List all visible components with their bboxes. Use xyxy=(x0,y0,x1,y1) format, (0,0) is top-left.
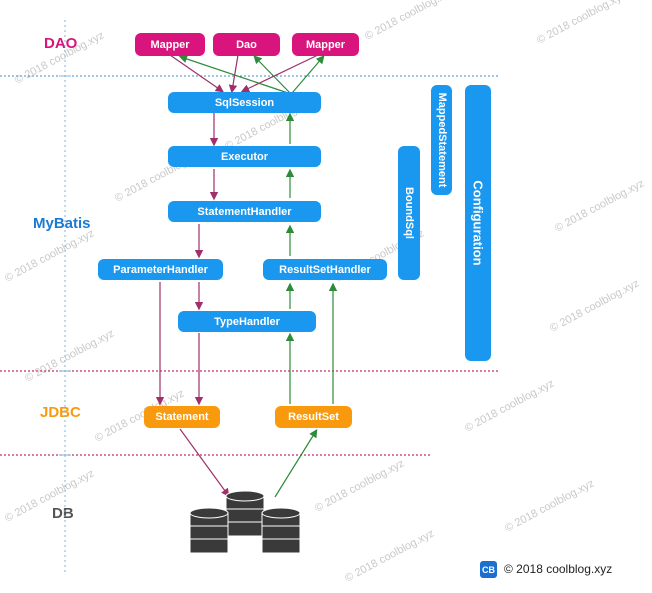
resultset-box: ResultSet xyxy=(275,406,352,428)
mapper-box-right: Mapper xyxy=(292,33,359,56)
arrow-mapper-to-sqlsession xyxy=(169,54,224,93)
configuration-box: Configuration xyxy=(465,85,491,361)
layer-label-dao: DAO xyxy=(44,35,78,52)
arrow-sqlsession-to-mapper xyxy=(291,55,325,94)
copyright-text: © 2018 coolblog.xyz xyxy=(504,562,613,576)
layer-label-db: DB xyxy=(52,505,74,522)
coolblog-logo-icon: CB xyxy=(480,561,497,578)
dao-box: Dao xyxy=(213,33,280,56)
arrow-mapper-to-sqlsession xyxy=(240,54,319,93)
mappedstatement-box: MappedStatement xyxy=(431,85,452,195)
statementhandler-box: StatementHandler xyxy=(168,201,321,222)
db-cylinder xyxy=(189,490,301,554)
sqlsession-box: SqlSession xyxy=(168,92,321,113)
resultsethandler-box: ResultSetHandler xyxy=(263,259,387,280)
layer-label-mybatis: MyBatis xyxy=(33,215,91,232)
arrow-dao-to-sqlsession xyxy=(228,54,239,94)
mapper-box-left: Mapper xyxy=(135,33,205,56)
executor-box: Executor xyxy=(168,146,321,167)
typehandler-box: TypeHandler xyxy=(178,311,316,332)
arrow-sqlsession-to-mapper xyxy=(178,54,289,94)
arrow-db-to-resultset xyxy=(274,428,318,498)
boundsql-box: BoundSql xyxy=(398,146,420,280)
arrow-sqlsession-to-dao xyxy=(253,55,291,94)
arrow-statement-to-db xyxy=(179,428,230,497)
parameterhandler-box: ParameterHandler xyxy=(98,259,223,280)
statement-box: Statement xyxy=(144,406,220,428)
layer-label-jdbc: JDBC xyxy=(40,404,81,421)
